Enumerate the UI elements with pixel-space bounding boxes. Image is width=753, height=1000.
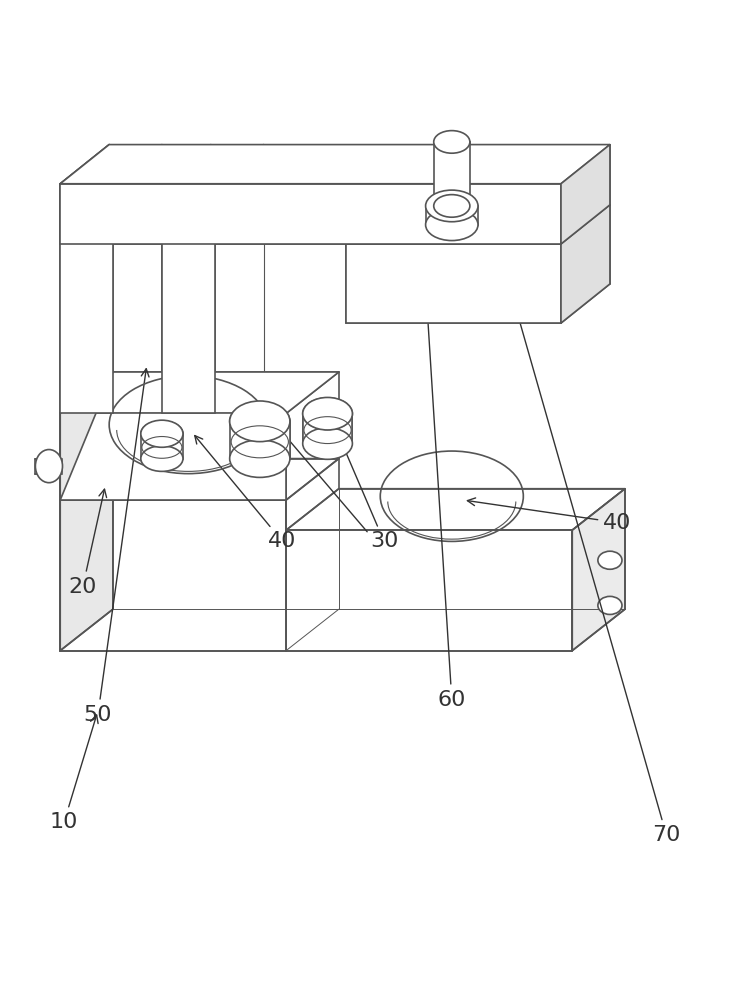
- Polygon shape: [60, 145, 610, 184]
- Ellipse shape: [35, 450, 62, 483]
- Text: 40: 40: [468, 498, 632, 533]
- Polygon shape: [60, 413, 286, 500]
- Text: 60: 60: [422, 286, 466, 710]
- Polygon shape: [162, 184, 215, 413]
- Text: 10: 10: [50, 715, 98, 832]
- Polygon shape: [425, 206, 478, 225]
- Ellipse shape: [425, 209, 478, 241]
- Ellipse shape: [230, 402, 290, 440]
- Polygon shape: [286, 489, 625, 530]
- Polygon shape: [60, 459, 113, 651]
- Polygon shape: [60, 372, 339, 413]
- Ellipse shape: [434, 195, 470, 217]
- Ellipse shape: [230, 440, 290, 477]
- Ellipse shape: [230, 401, 290, 442]
- Polygon shape: [60, 372, 113, 500]
- Polygon shape: [346, 205, 610, 244]
- Ellipse shape: [598, 551, 622, 569]
- Text: 20: 20: [69, 489, 107, 597]
- Polygon shape: [60, 500, 286, 651]
- Text: 70: 70: [470, 154, 681, 845]
- Text: 50: 50: [84, 369, 149, 725]
- Polygon shape: [286, 530, 572, 651]
- Text: 40: 40: [195, 436, 297, 551]
- Text: 30: 30: [329, 414, 398, 551]
- Polygon shape: [35, 459, 62, 474]
- Polygon shape: [572, 489, 625, 651]
- Polygon shape: [561, 205, 610, 323]
- Polygon shape: [60, 459, 339, 500]
- Ellipse shape: [303, 428, 352, 459]
- Ellipse shape: [141, 420, 183, 447]
- Polygon shape: [60, 184, 561, 244]
- Polygon shape: [60, 184, 113, 413]
- Polygon shape: [561, 145, 610, 244]
- Polygon shape: [230, 421, 290, 459]
- Polygon shape: [434, 142, 470, 206]
- Ellipse shape: [425, 190, 478, 222]
- Ellipse shape: [303, 397, 352, 430]
- Ellipse shape: [141, 421, 183, 447]
- Ellipse shape: [434, 131, 470, 153]
- Polygon shape: [346, 244, 561, 323]
- Polygon shape: [141, 434, 183, 459]
- Ellipse shape: [303, 398, 352, 430]
- Polygon shape: [303, 414, 352, 444]
- Ellipse shape: [598, 596, 622, 614]
- Ellipse shape: [141, 446, 183, 471]
